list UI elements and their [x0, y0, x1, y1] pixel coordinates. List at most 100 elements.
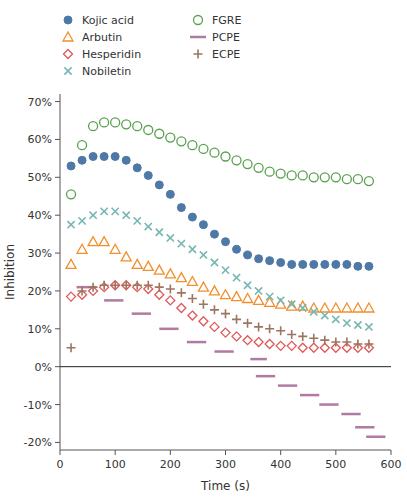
series: [66, 237, 374, 312]
segment: [256, 375, 275, 378]
point: [243, 294, 253, 303]
series: [67, 281, 374, 352]
point: [331, 173, 340, 182]
point: [232, 332, 241, 341]
segment: [300, 394, 319, 397]
x-tick: [335, 450, 336, 455]
point: [200, 251, 207, 258]
y-tick-label: -10%: [24, 399, 52, 412]
point: [177, 288, 186, 297]
y-tick-label: 50%: [28, 171, 52, 184]
point: [353, 339, 362, 348]
x-tick-label: 100: [105, 458, 126, 471]
point: [310, 260, 318, 268]
point: [343, 320, 350, 327]
point: [177, 137, 186, 146]
point: [176, 273, 186, 282]
point: [165, 269, 175, 278]
axes: -20%-10%0%10%20%30%40%50%60%70%010020030…: [24, 94, 402, 471]
point: [154, 265, 164, 274]
point: [78, 286, 87, 295]
x-tick-label: 400: [270, 458, 291, 471]
point: [99, 237, 109, 246]
point: [210, 230, 218, 238]
point: [66, 259, 76, 268]
point: [111, 118, 120, 127]
point: [232, 292, 242, 301]
point: [211, 259, 218, 266]
point: [244, 251, 252, 259]
point: [167, 234, 174, 241]
point: [265, 297, 275, 306]
point: [133, 281, 142, 290]
legend-label: PCPE: [212, 31, 240, 44]
point: [67, 343, 76, 352]
point: [100, 281, 109, 290]
point: [298, 343, 307, 352]
point: [221, 328, 230, 337]
point: [121, 252, 131, 261]
point: [343, 260, 351, 268]
point: [298, 171, 307, 180]
point: [221, 290, 231, 299]
point: [310, 308, 317, 315]
point: [243, 160, 252, 169]
point: [255, 287, 262, 294]
legend-label: Kojic acid: [82, 14, 134, 27]
point: [189, 246, 196, 253]
point: [67, 221, 74, 228]
y-tick: [55, 177, 60, 178]
point: [122, 281, 131, 290]
point: [199, 144, 208, 153]
point: [209, 286, 219, 295]
point: [166, 190, 174, 198]
point: [266, 293, 273, 300]
series: [67, 152, 373, 270]
segment: [250, 358, 267, 361]
series: [67, 281, 374, 352]
point: [101, 208, 108, 215]
y-tick-label: 70%: [28, 96, 52, 109]
y-tick-label: 20%: [28, 285, 52, 298]
point: [188, 141, 197, 150]
point: [233, 274, 240, 281]
point: [122, 156, 130, 164]
point: [365, 262, 373, 270]
point: [332, 260, 340, 268]
point: [243, 319, 252, 328]
point: [266, 257, 274, 265]
point: [89, 122, 98, 131]
legend-label: Hesperidin: [82, 48, 141, 61]
point: [110, 244, 120, 253]
series: [77, 287, 386, 437]
x-tick-label: 600: [381, 458, 402, 471]
point: [288, 301, 295, 308]
x-tick: [225, 450, 226, 455]
point: [133, 164, 141, 172]
point: [199, 221, 207, 229]
legend-label: Nobiletin: [82, 65, 131, 78]
point: [122, 120, 131, 129]
legend-item: PCPE: [190, 31, 240, 44]
y-tick: [55, 404, 60, 405]
point: [277, 297, 284, 304]
y-tick: [55, 290, 60, 291]
point: [309, 343, 318, 352]
point: [255, 255, 263, 263]
point: [100, 152, 108, 160]
legend-label: FGRE: [212, 14, 241, 27]
legend-item: FGRE: [194, 14, 242, 27]
point: [277, 259, 285, 267]
legend-swatch: [64, 50, 73, 59]
point: [67, 162, 75, 170]
point: [232, 156, 241, 165]
segment: [132, 312, 151, 315]
point: [112, 208, 119, 215]
point: [210, 305, 219, 314]
point: [188, 213, 196, 221]
point: [78, 156, 86, 164]
x-tick-label: 300: [215, 458, 236, 471]
point: [155, 129, 164, 138]
point: [287, 171, 296, 180]
point: [156, 229, 163, 236]
